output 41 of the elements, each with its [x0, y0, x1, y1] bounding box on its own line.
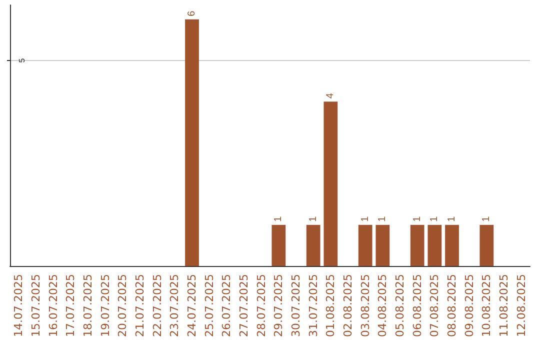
- data-label: 1: [429, 216, 440, 222]
- data-label: 1: [273, 216, 284, 222]
- x-tick-label: 20.07.2025: [116, 274, 130, 338]
- x-tick-label: 04.08.2025: [376, 274, 390, 338]
- x-tick-label: 26.07.2025: [220, 274, 234, 338]
- data-label: 1: [446, 216, 458, 222]
- x-tick-label: 05.08.2025: [394, 274, 406, 338]
- x-tick-label: 12.08.2025: [514, 274, 528, 338]
- x-tick-label: 22.07.2025: [150, 274, 164, 338]
- x-tick-label: 09.08.2025: [462, 274, 476, 338]
- data-label: 6: [186, 10, 198, 16]
- x-tick-label: 07.08.2025: [428, 274, 442, 338]
- x-tick-label: 28.07.2025: [254, 274, 268, 338]
- x-tick-label: 11.08.2025: [498, 274, 510, 338]
- x-tick-label: 30.07.2025: [290, 274, 302, 338]
- x-tick-label: 27.07.2025: [238, 274, 250, 338]
- x-tick-label: 03.08.2025: [358, 274, 372, 338]
- data-label: 1: [360, 216, 371, 222]
- x-tick-label: 02.08.2025: [342, 274, 354, 338]
- x-tick-label: 16.07.2025: [46, 274, 60, 338]
- x-tick-label: 25.07.2025: [202, 274, 216, 338]
- x-tick-label: 17.07.2025: [64, 274, 78, 338]
- x-tick-label: 18.07.2025: [82, 274, 94, 338]
- data-label: 4: [325, 92, 336, 99]
- x-tick-label: 19.07.2025: [98, 274, 112, 338]
- x-tick-label: 06.08.2025: [410, 274, 424, 338]
- x-tick-label: 08.08.2025: [446, 274, 458, 338]
- x-tick-label: 24.07.2025: [186, 274, 198, 338]
- x-tick-label: 15.07.2025: [30, 274, 42, 338]
- data-label: 1: [377, 216, 388, 222]
- x-tick-label: 01.08.2025: [324, 274, 338, 338]
- x-tick-label: 21.07.2025: [134, 274, 146, 338]
- x-tick-label: 23.07.2025: [168, 274, 182, 338]
- x-tick-label: 31.07.2025: [306, 274, 320, 338]
- x-tick-label: 29.07.2025: [272, 274, 286, 338]
- data-label: 1: [308, 216, 319, 222]
- x-tick-label: 10.08.2025: [480, 274, 494, 338]
- x-tick-label: 14.07.2025: [12, 274, 26, 338]
- data-label: 1: [481, 216, 492, 222]
- y-tick-label: 5: [18, 58, 26, 63]
- data-label: 1: [412, 216, 423, 222]
